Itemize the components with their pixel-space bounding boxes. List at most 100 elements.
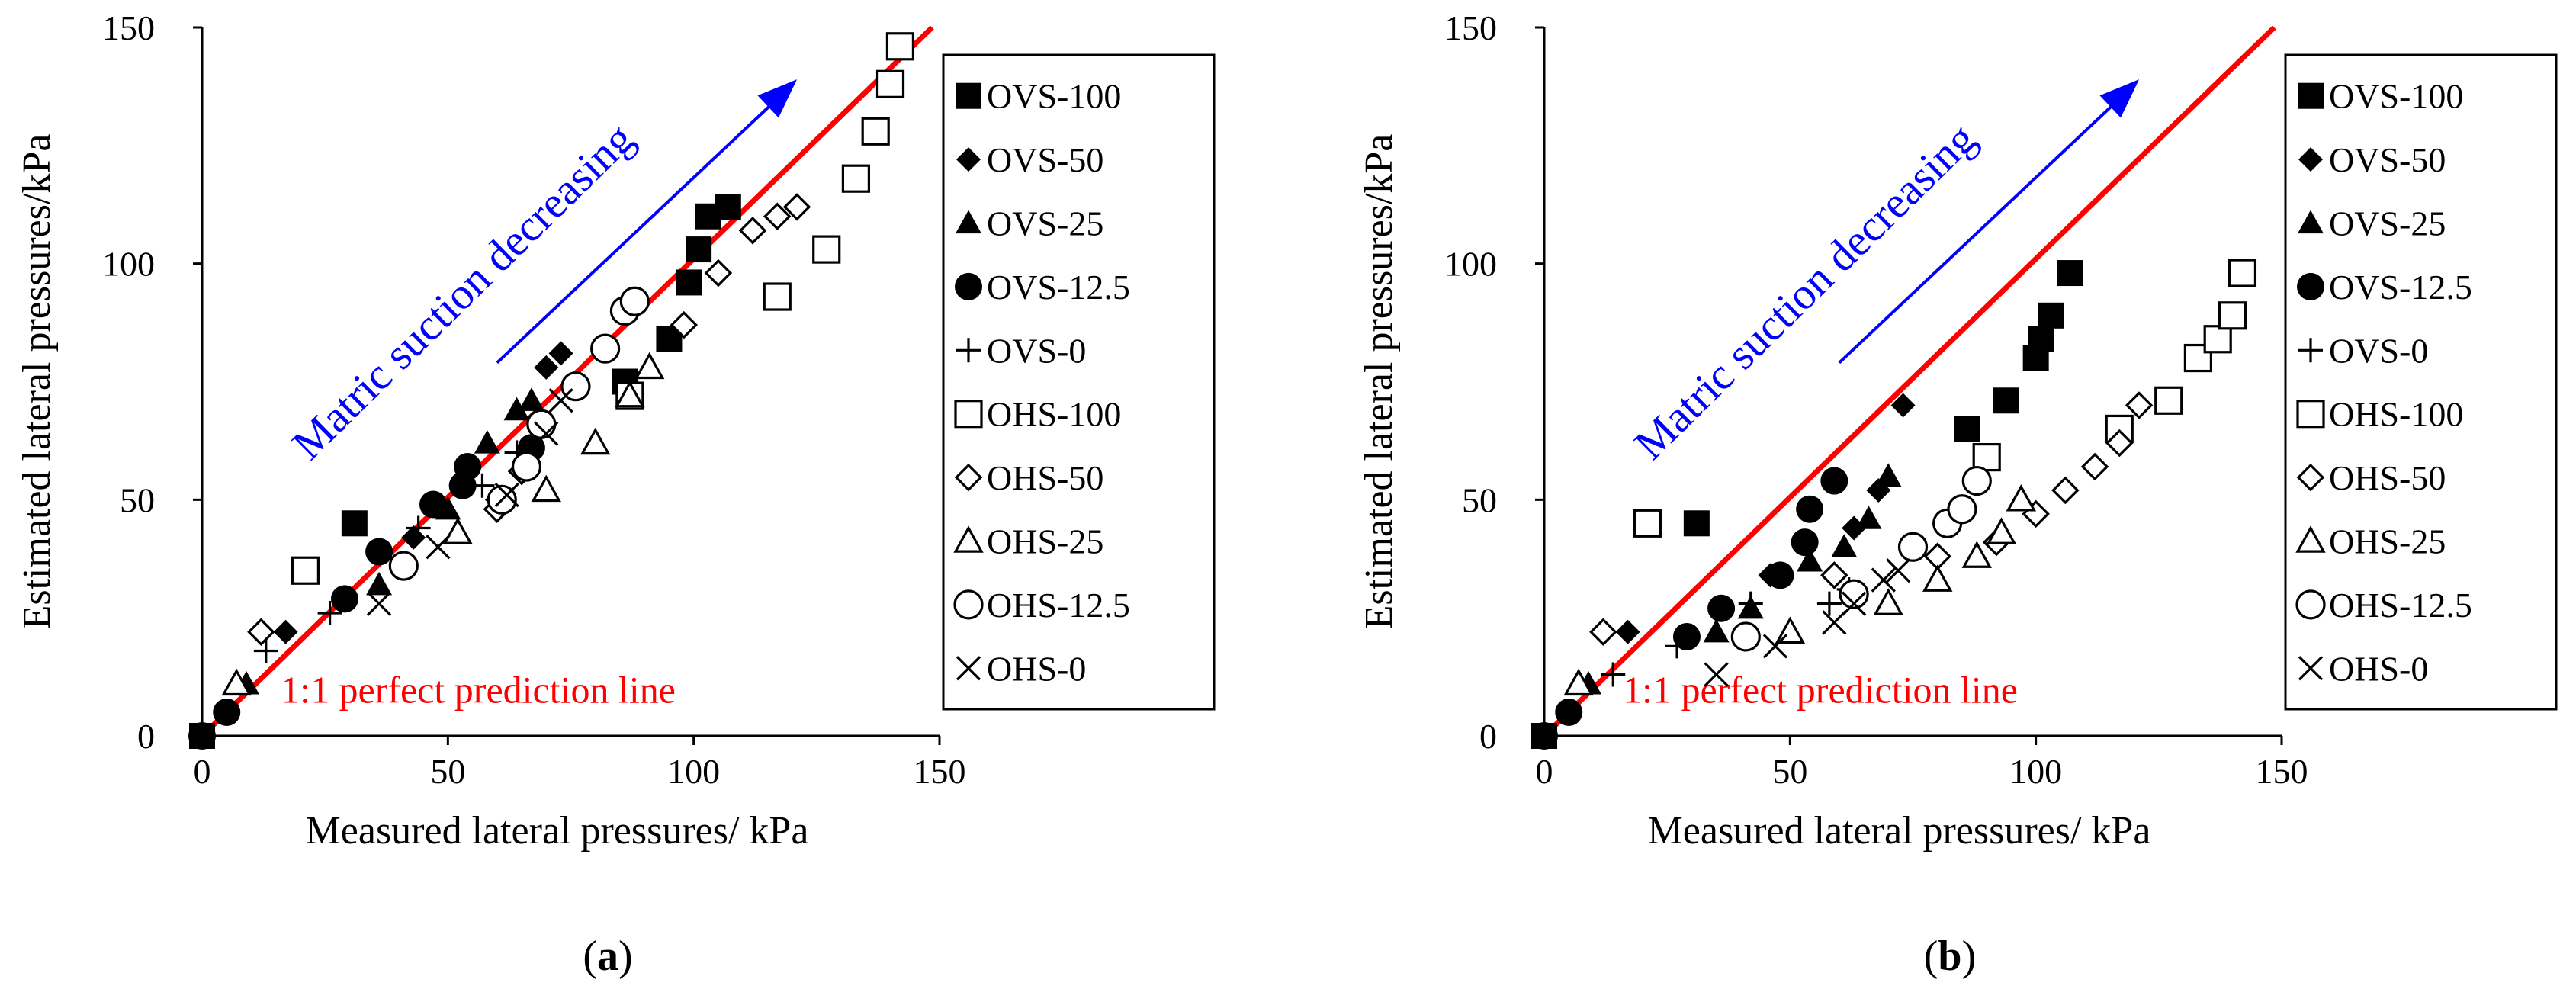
panel-label: (b)	[1924, 933, 1976, 980]
data-point	[1633, 509, 1662, 538]
data-point	[1730, 621, 1761, 652]
x-tick-label: 100	[667, 752, 720, 791]
data-point	[1890, 393, 1916, 418]
legend-marker	[2298, 210, 2324, 234]
data-point	[366, 571, 393, 596]
suction-arrow-label: Matric suction decreasing	[1624, 114, 1985, 469]
data-point	[526, 409, 557, 439]
data-point	[2105, 429, 2134, 458]
x-axis-label: Measured lateral pressures/ kPa	[306, 809, 809, 853]
data-point	[419, 490, 447, 519]
suction-arrow-head	[2099, 79, 2140, 118]
y-tick-label: 100	[102, 245, 155, 284]
data-point	[1993, 387, 2019, 414]
data-point	[615, 380, 645, 408]
legend-label: OVS-12.5	[987, 268, 1130, 307]
legend-marker	[2298, 656, 2324, 681]
legend-marker	[956, 656, 981, 681]
legend-marker	[2295, 589, 2326, 620]
data-point	[511, 451, 542, 482]
legend-label: OVS-50	[2329, 140, 2446, 179]
data-point	[2006, 484, 2037, 512]
data-point	[1820, 467, 1848, 495]
y-tick-label: 50	[1462, 480, 1497, 519]
series-ovs-12-5	[188, 434, 545, 750]
data-point	[317, 600, 342, 625]
data-point	[686, 236, 712, 263]
y-tick-label: 0	[1479, 717, 1497, 756]
legend-marker	[954, 400, 983, 429]
series-ovs-0	[1532, 577, 1861, 748]
series-ohs-0	[1531, 558, 1911, 749]
chart-panel-a: 0 50 100 150 0 50 100 150 Measured lateral press…	[15, 8, 1216, 980]
data-point	[503, 397, 530, 421]
suction-arrow-shaft	[496, 93, 783, 365]
data-point	[1871, 567, 1896, 593]
x-tick-label: 100	[2009, 752, 2062, 791]
legend-marker	[956, 147, 981, 172]
legend-label: OHS-25	[987, 522, 1103, 561]
data-point	[2125, 391, 2154, 419]
legend-label: OHS-0	[2329, 649, 2428, 688]
data-point	[470, 473, 495, 498]
x-tick-label: 0	[194, 752, 211, 791]
y-tick-label: 100	[1444, 245, 1497, 284]
suction-arrow-label: Matric suction decreasing	[282, 114, 643, 469]
data-point	[442, 517, 473, 544]
y-tick-label: 150	[1444, 8, 1497, 47]
data-point	[580, 427, 611, 455]
data-point	[548, 341, 573, 366]
perfect-prediction-label: 1:1 perfect prediction line	[281, 669, 676, 711]
suction-arrow-shaft	[1838, 93, 2125, 365]
data-point	[1531, 723, 1557, 749]
data-point	[1839, 579, 1869, 609]
legend-label: OVS-0	[987, 331, 1086, 370]
series-ohs-25	[1563, 484, 2037, 696]
data-point	[2218, 301, 2247, 330]
legend-marker	[2297, 272, 2324, 300]
legend: OVS-100 OVS-50 OVS-25 OVS-12.5 OVS-0 OHS-100 O…	[942, 53, 1216, 711]
data-point	[330, 585, 358, 613]
data-point	[474, 430, 500, 454]
x-axis-label: Measured lateral pressures/ kPa	[1648, 809, 2151, 853]
data-point	[1665, 634, 1690, 659]
data-point	[763, 282, 792, 311]
data-point	[2051, 476, 2080, 505]
legend-label: OHS-100	[2329, 395, 2463, 434]
data-point	[634, 352, 665, 380]
data-point	[1954, 416, 1980, 442]
legend-box	[2284, 53, 2558, 711]
data-point	[247, 618, 275, 647]
perfect-prediction-line	[1542, 25, 2276, 738]
legend-label: OHS-50	[987, 458, 1103, 497]
x-tick-label: 150	[914, 752, 966, 791]
data-point	[2057, 260, 2083, 287]
data-point	[1922, 564, 1953, 592]
legend-marker	[2296, 463, 2325, 492]
legend-label: OHS-50	[2329, 458, 2446, 497]
data-point	[738, 217, 767, 245]
data-point	[2038, 302, 2064, 329]
data-point	[2154, 386, 2183, 415]
data-point	[1672, 622, 1701, 650]
data-point	[2183, 343, 2213, 373]
data-point	[1897, 532, 1929, 562]
legend-label: OHS-12.5	[2329, 586, 2472, 625]
data-point	[406, 515, 431, 541]
data-point	[1886, 558, 1911, 583]
data-point	[1601, 662, 1626, 687]
y-tick-label: 0	[137, 717, 155, 756]
data-point	[1589, 618, 1617, 647]
data-point	[875, 69, 905, 98]
legend-label: OHS-12.5	[987, 586, 1130, 625]
legend-marker	[2295, 525, 2326, 553]
y-axis-label: Estimated lateral pressures/kPa	[1357, 134, 1401, 630]
legend-label: OVS-100	[987, 77, 1121, 116]
suction-arrow-head	[757, 79, 798, 118]
data-point	[812, 235, 841, 264]
data-point	[2080, 452, 2109, 481]
legend-marker	[953, 525, 984, 553]
panel-label: (a)	[583, 933, 632, 980]
data-point	[670, 310, 699, 339]
